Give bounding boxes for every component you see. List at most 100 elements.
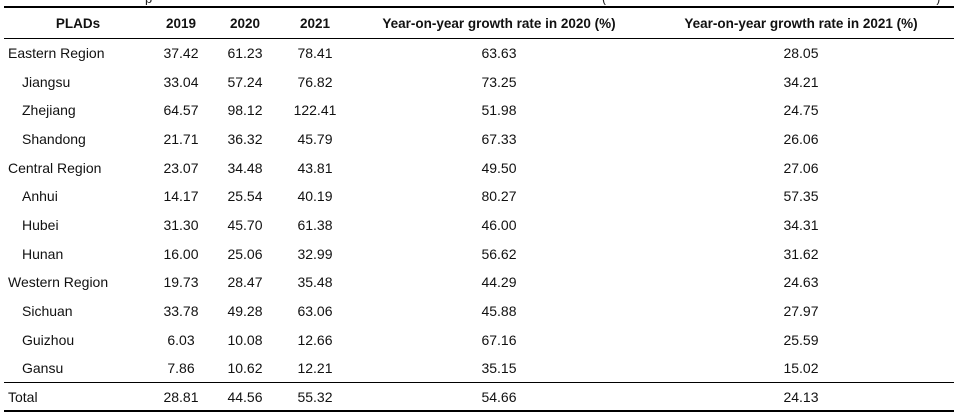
- value-2020-cell: 44.56: [227, 388, 263, 405]
- region-row: Western Region 19.73 28.47 35.48 44.29 24.63: [4, 268, 954, 297]
- value-2020-cell: 98.12: [227, 102, 263, 119]
- province-row: Hunan 16.00 25.06 32.99 56.62 31.62: [4, 239, 954, 268]
- growth-2020-cell: 80.27: [481, 188, 517, 205]
- value-2021-cell: 122.41: [293, 102, 337, 119]
- column-header-2020: 2020: [229, 15, 261, 31]
- clipped-caption: p ( ): [0, 0, 960, 5]
- value-2021-cell: 76.82: [297, 73, 333, 90]
- value-2019-cell: 16.00: [163, 245, 199, 262]
- growth-2021-cell: 24.63: [783, 274, 819, 291]
- total-row: Total 28.81 44.56 55.32 54.66 24.13: [4, 382, 954, 412]
- plad-name-cell: Zhejiang: [22, 102, 76, 119]
- growth-2020-cell: 73.25: [481, 73, 517, 90]
- growth-2020-cell: 35.15: [481, 360, 517, 377]
- plad-name-cell: Anhui: [22, 188, 58, 205]
- growth-2020-cell: 51.98: [481, 102, 517, 119]
- table-header-row: PLADs 2019 2020 2021 Year-on-year growth…: [4, 7, 954, 39]
- value-2020-cell: 61.23: [227, 45, 263, 62]
- growth-2020-cell: 67.16: [481, 331, 517, 348]
- value-2020-cell: 45.70: [227, 216, 263, 233]
- province-row: Jiangsu 33.04 57.24 76.82 73.25 34.21: [4, 67, 954, 96]
- growth-2021-cell: 34.21: [783, 73, 819, 90]
- value-2019-cell: 37.42: [163, 45, 199, 62]
- plad-name-cell: Western Region: [8, 274, 109, 291]
- growth-2021-cell: 15.02: [783, 360, 819, 377]
- column-header-growth-2020: Year-on-year growth rate in 2020 (%): [382, 15, 616, 31]
- value-2019-cell: 64.57: [163, 102, 199, 119]
- plad-name-cell: Hunan: [22, 245, 64, 262]
- region-row: Central Region 23.07 34.48 43.81 49.50 27.06: [4, 153, 954, 182]
- value-2019-cell: 6.03: [167, 331, 195, 348]
- plad-name-cell: Total: [8, 388, 38, 405]
- growth-2021-cell: 27.06: [783, 159, 819, 176]
- value-2020-cell: 49.28: [227, 303, 263, 320]
- column-header-2021: 2021: [299, 15, 331, 31]
- table-body: Eastern Region 37.42 61.23 78.41 63.63 28.05 J…: [4, 39, 954, 412]
- growth-2021-cell: 24.75: [783, 102, 819, 119]
- province-row: Gansu 7.86 10.62 12.21 35.15 15.02: [4, 354, 954, 383]
- value-2021-cell: 78.41: [297, 45, 333, 62]
- caption-fragment: ): [936, 0, 940, 5]
- value-2020-cell: 36.32: [227, 130, 263, 147]
- caption-fragment: p: [145, 0, 152, 5]
- province-row: Sichuan 33.78 49.28 63.06 45.88 27.97: [4, 297, 954, 326]
- growth-2020-cell: 67.33: [481, 130, 517, 147]
- growth-2021-cell: 26.06: [783, 130, 819, 147]
- plad-name-cell: Jiangsu: [22, 73, 71, 90]
- growth-2020-cell: 63.63: [481, 45, 517, 62]
- region-row: Eastern Region 37.42 61.23 78.41 63.63 28.05: [4, 39, 954, 68]
- value-2019-cell: 21.71: [163, 130, 199, 147]
- value-2021-cell: 32.99: [297, 245, 333, 262]
- data-table: PLADs 2019 2020 2021 Year-on-year growth…: [4, 6, 954, 412]
- plad-name-cell: Hubei: [22, 216, 59, 233]
- value-2021-cell: 43.81: [297, 159, 333, 176]
- growth-2020-cell: 44.29: [481, 274, 517, 291]
- growth-2021-cell: 57.35: [783, 188, 819, 205]
- growth-2021-cell: 28.05: [783, 45, 819, 62]
- value-2019-cell: 31.30: [163, 216, 199, 233]
- value-2019-cell: 28.81: [163, 388, 199, 405]
- value-2019-cell: 7.86: [167, 360, 195, 377]
- column-header-2019: 2019: [165, 15, 197, 31]
- plad-name-cell: Sichuan: [22, 303, 73, 320]
- value-2021-cell: 12.66: [297, 331, 333, 348]
- value-2021-cell: 40.19: [297, 188, 333, 205]
- value-2021-cell: 61.38: [297, 216, 333, 233]
- caption-fragment: (: [602, 0, 606, 5]
- value-2020-cell: 57.24: [227, 73, 263, 90]
- column-header-growth-2021: Year-on-year growth rate in 2021 (%): [684, 15, 918, 31]
- value-2019-cell: 33.04: [163, 73, 199, 90]
- value-2020-cell: 10.62: [227, 360, 263, 377]
- province-row: Shandong 21.71 36.32 45.79 67.33 26.06: [4, 125, 954, 154]
- value-2020-cell: 10.08: [227, 331, 263, 348]
- value-2019-cell: 19.73: [163, 274, 199, 291]
- growth-2021-cell: 31.62: [783, 245, 819, 262]
- growth-2020-cell: 49.50: [481, 159, 517, 176]
- value-2021-cell: 55.32: [297, 388, 333, 405]
- plad-name-cell: Central Region: [8, 159, 102, 176]
- value-2021-cell: 35.48: [297, 274, 333, 291]
- growth-2020-cell: 45.88: [481, 303, 517, 320]
- growth-2021-cell: 24.13: [783, 388, 819, 405]
- value-2019-cell: 14.17: [163, 188, 199, 205]
- province-row: Anhui 14.17 25.54 40.19 80.27 57.35: [4, 182, 954, 211]
- value-2019-cell: 33.78: [163, 303, 199, 320]
- value-2020-cell: 25.06: [227, 245, 263, 262]
- value-2020-cell: 34.48: [227, 159, 263, 176]
- growth-2021-cell: 34.31: [783, 216, 819, 233]
- growth-2021-cell: 27.97: [783, 303, 819, 320]
- value-2020-cell: 28.47: [227, 274, 263, 291]
- province-row: Zhejiang 64.57 98.12 122.41 51.98 24.75: [4, 96, 954, 125]
- growth-2020-cell: 54.66: [481, 388, 517, 405]
- value-2021-cell: 45.79: [297, 130, 333, 147]
- province-row: Hubei 31.30 45.70 61.38 46.00 34.31: [4, 211, 954, 240]
- plad-name-cell: Eastern Region: [8, 45, 105, 62]
- value-2020-cell: 25.54: [227, 188, 263, 205]
- plad-name-cell: Gansu: [22, 360, 64, 377]
- plad-name-cell: Guizhou: [22, 331, 75, 348]
- province-row: Guizhou 6.03 10.08 12.66 67.16 25.59: [4, 325, 954, 354]
- value-2021-cell: 12.21: [297, 360, 333, 377]
- growth-2020-cell: 46.00: [481, 216, 517, 233]
- growth-2020-cell: 56.62: [481, 245, 517, 262]
- growth-2021-cell: 25.59: [783, 331, 819, 348]
